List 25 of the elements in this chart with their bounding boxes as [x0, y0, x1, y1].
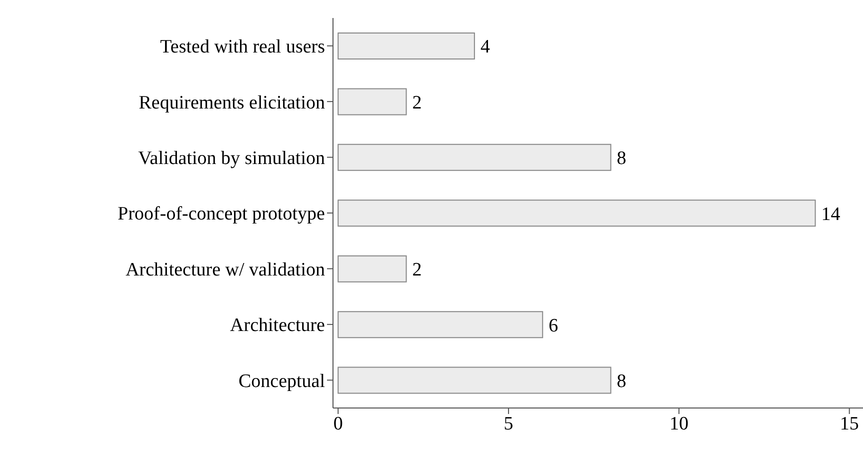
y-tick-label: Requirements elicitation: [138, 92, 326, 114]
data-label: 2: [412, 92, 422, 114]
bar: [338, 255, 407, 282]
y-tick-label: Proof-of-concept prototype: [118, 204, 325, 225]
y-tick-label: Architecture: [230, 315, 325, 336]
bar: [338, 200, 816, 227]
x-tick-label: 10: [669, 413, 688, 434]
data-label: 6: [548, 315, 558, 336]
data-label: 8: [616, 148, 626, 170]
x-tick-label: 15: [840, 413, 859, 434]
y-tick-label: Architecture w/ validation: [126, 259, 326, 280]
bar: [338, 88, 407, 116]
bar: [338, 144, 612, 171]
y-tick-label: Conceptual: [238, 370, 325, 392]
data-label: 8: [616, 371, 626, 392]
data-label: 4: [480, 36, 490, 58]
data-label: 14: [821, 204, 841, 225]
x-tick-label: 0: [333, 413, 343, 434]
bar: [338, 311, 544, 338]
x-tick-label: 5: [504, 413, 514, 434]
y-tick-label: Validation by simulation: [138, 148, 326, 170]
bar: [338, 32, 475, 60]
y-tick-label: Tested with real users: [160, 36, 325, 58]
bar: [338, 366, 612, 394]
data-label: 2: [412, 260, 422, 281]
